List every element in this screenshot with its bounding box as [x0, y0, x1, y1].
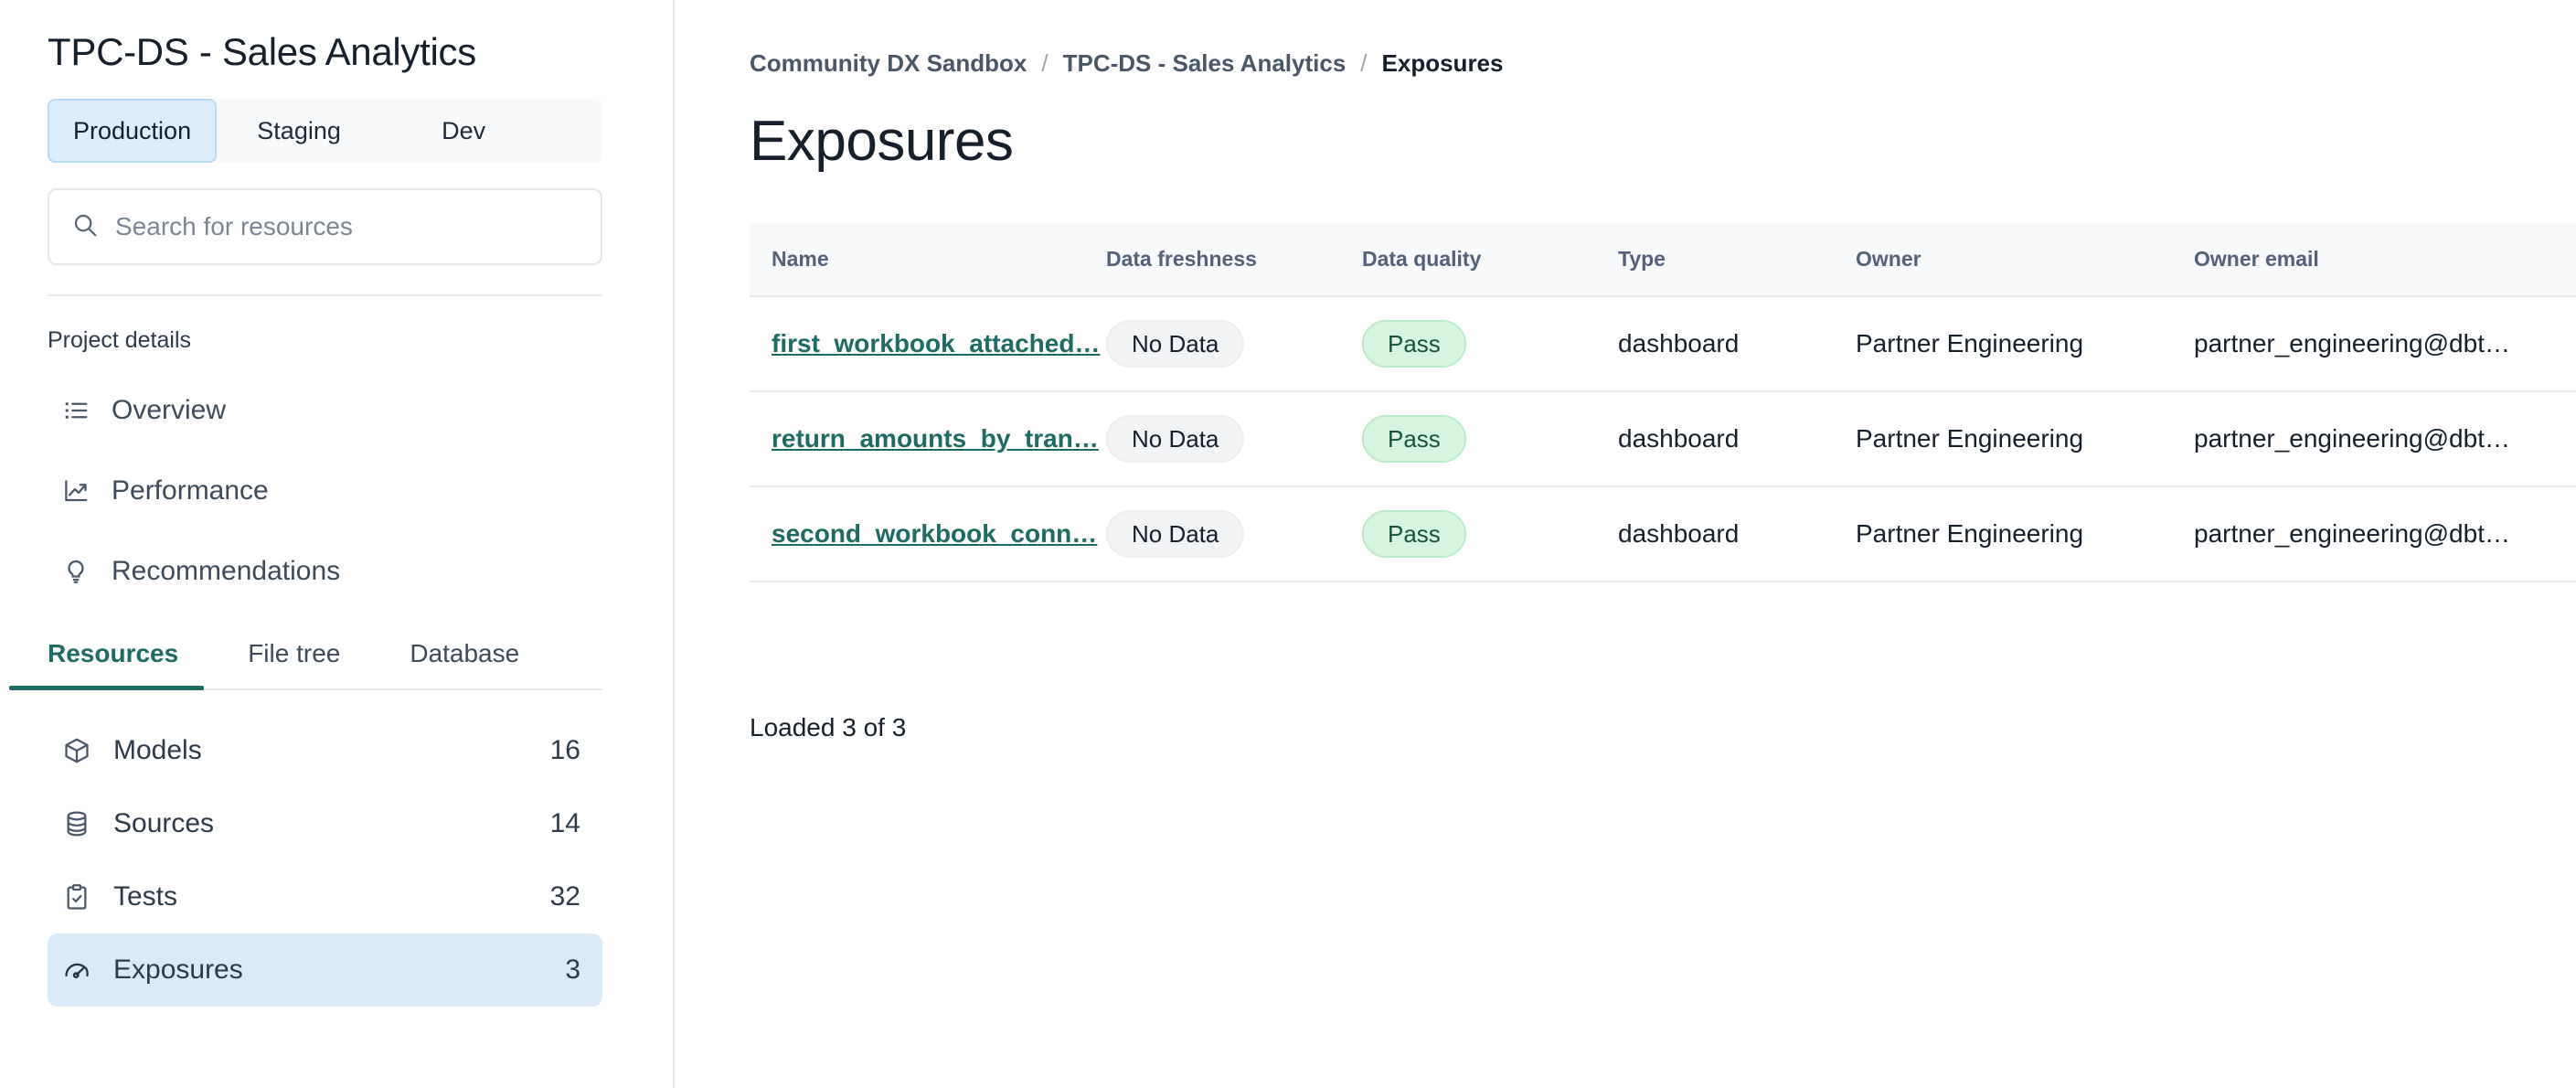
tab-file-tree[interactable]: File tree — [248, 639, 341, 668]
cell-owner-email: partner_engineering@dbt… — [2194, 391, 2576, 487]
cell-name: second_workbook_conn… — [750, 486, 1106, 582]
cell-owner-email: partner_engineering@dbt… — [2194, 486, 2576, 582]
sidebar-item-models-label: Models — [113, 735, 202, 766]
table-row[interactable]: first_workbook_attached… No Data Pass da… — [750, 296, 2576, 392]
database-icon — [60, 807, 93, 840]
tab-resources[interactable]: Resources — [8, 639, 205, 691]
exposure-link[interactable]: second_workbook_conn… — [772, 519, 1098, 548]
sidebar-item-sources-label: Sources — [113, 808, 215, 839]
env-tab-staging[interactable]: Staging — [257, 116, 341, 144]
freshness-badge: No Data — [1106, 415, 1245, 463]
sidebar-item-exposures[interactable]: Exposures 3 — [48, 933, 602, 1008]
environment-tab-group: Production Staging Dev — [48, 99, 602, 164]
cell-data-freshness: No Data — [1106, 391, 1362, 487]
sidebar-item-performance[interactable]: Performance — [48, 451, 625, 531]
cell-owner: Partner Engineering — [1856, 486, 2194, 582]
table-footer: Loaded 3 of 3 Show: 10 Rows — [750, 690, 2576, 765]
sidebar-item-overview[interactable]: Overview — [48, 370, 625, 451]
exposures-table-wrapper: Name Data freshness Data quality Type Ow… — [750, 223, 2576, 765]
cell-data-freshness: No Data — [1106, 296, 1362, 392]
cell-data-freshness: No Data — [1106, 486, 1362, 582]
clipboard-check-icon — [60, 880, 93, 913]
cell-type: dashboard — [1618, 296, 1856, 392]
resource-tab-group: Resources File tree Database — [8, 639, 602, 691]
project-title: TPC-DS - Sales Analytics — [48, 30, 476, 73]
freshness-badge: No Data — [1106, 320, 1245, 368]
quality-badge: Pass — [1362, 415, 1466, 463]
breadcrumb-separator: / — [1041, 49, 1048, 77]
cube-icon — [60, 734, 93, 767]
cell-data-quality: Pass — [1362, 391, 1618, 487]
loaded-count-text: Loaded 3 of 3 — [750, 713, 907, 741]
gauge-icon — [60, 954, 93, 987]
cell-owner: Partner Engineering — [1856, 391, 2194, 487]
cell-owner: Partner Engineering — [1856, 296, 2194, 392]
sidebar-item-sources-count: 14 — [549, 808, 580, 839]
sidebar-item-performance-label: Performance — [112, 475, 269, 507]
tab-database[interactable]: Database — [410, 639, 520, 668]
quality-badge: Pass — [1362, 320, 1466, 368]
quality-badge: Pass — [1362, 510, 1466, 558]
exposure-link[interactable]: first_workbook_attached… — [772, 329, 1101, 357]
sidebar-item-models-count: 16 — [549, 735, 580, 766]
project-details-label: Project details — [48, 327, 192, 354]
column-header-quality[interactable]: Data quality — [1362, 223, 1618, 297]
lightbulb-icon — [60, 556, 91, 587]
sidebar-divider — [48, 294, 602, 297]
chart-line-icon — [60, 475, 91, 507]
sidebar-item-sources[interactable]: Sources 14 — [48, 787, 602, 860]
breadcrumb: Community DX Sandbox / TPC-DS - Sales An… — [750, 0, 2516, 78]
sidebar-item-recommendations-label: Recommendations — [112, 556, 341, 587]
sidebar-item-exposures-label: Exposures — [113, 955, 243, 986]
sidebar-item-tests-label: Tests — [113, 881, 178, 912]
env-tab-dev[interactable]: Dev — [442, 116, 486, 144]
cell-data-quality: Pass — [1362, 296, 1618, 392]
table-header-row: Name Data freshness Data quality Type Ow… — [750, 223, 2576, 297]
column-header-freshness[interactable]: Data freshness — [1106, 223, 1362, 297]
cell-owner-email: partner_engineering@dbt… — [2194, 296, 2576, 392]
sidebar-item-tests-count: 32 — [549, 881, 580, 912]
breadcrumb-item-project[interactable]: TPC-DS - Sales Analytics — [1062, 49, 1347, 77]
cell-name: first_workbook_attached… — [750, 296, 1106, 392]
sidebar-item-overview-label: Overview — [112, 395, 227, 426]
freshness-badge: No Data — [1106, 510, 1245, 558]
sidebar-item-recommendations[interactable]: Recommendations — [48, 531, 625, 612]
breadcrumb-item-org[interactable]: Community DX Sandbox — [750, 49, 1027, 77]
project-nav-list: Overview Performance — [48, 370, 625, 612]
list-icon — [60, 395, 91, 426]
sidebar: TPC-DS - Sales Analytics Production Stag… — [0, 0, 675, 1088]
sidebar-item-models[interactable]: Models 16 — [48, 714, 602, 787]
page-title: Exposures — [750, 110, 1014, 173]
resource-list: Models 16 Sources 14 — [48, 714, 625, 1008]
table-row[interactable]: second_workbook_conn… No Data Pass dashb… — [750, 486, 2576, 582]
exposure-link[interactable]: return_amounts_by_tran… — [772, 424, 1099, 453]
search-icon — [71, 211, 99, 243]
cell-name: return_amounts_by_tran… — [750, 391, 1106, 487]
exposures-table: Name Data freshness Data quality Type Ow… — [750, 223, 2576, 582]
column-header-owner-email[interactable]: Owner email — [2194, 223, 2576, 297]
column-header-owner[interactable]: Owner — [1856, 223, 2194, 297]
cell-type: dashboard — [1618, 391, 1856, 487]
sidebar-item-tests[interactable]: Tests 32 — [48, 860, 602, 933]
table-head: Name Data freshness Data quality Type Ow… — [750, 223, 2576, 297]
sidebar-item-exposures-count: 3 — [565, 955, 580, 986]
table-body: first_workbook_attached… No Data Pass da… — [750, 296, 2576, 582]
column-header-name[interactable]: Name — [750, 223, 1106, 297]
search-box[interactable] — [48, 188, 602, 266]
env-tab-production[interactable]: Production — [48, 99, 218, 164]
cell-data-quality: Pass — [1362, 486, 1618, 582]
search-input[interactable] — [115, 212, 579, 242]
breadcrumb-item-current: Exposures — [1381, 49, 1504, 77]
column-header-type[interactable]: Type — [1618, 223, 1856, 297]
main-content: Community DX Sandbox / TPC-DS - Sales An… — [675, 0, 2576, 1088]
cell-type: dashboard — [1618, 486, 1856, 582]
breadcrumb-separator: / — [1360, 49, 1368, 77]
table-row[interactable]: return_amounts_by_tran… No Data Pass das… — [750, 391, 2576, 487]
